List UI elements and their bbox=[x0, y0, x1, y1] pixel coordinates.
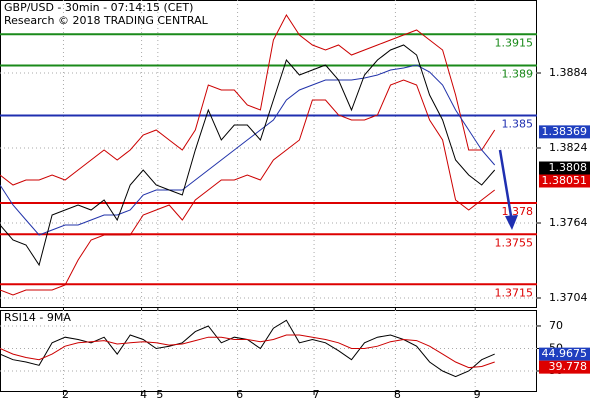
y-tick-label: 1.3704 bbox=[549, 291, 588, 304]
last-value-label: 1.38369 bbox=[542, 125, 588, 138]
series-line bbox=[0, 334, 495, 369]
price-panel bbox=[0, 0, 537, 308]
forecast-arrow-head bbox=[505, 215, 518, 230]
x-tick-label: 9 bbox=[474, 388, 481, 400]
chart-title: GBP/USD - 30min - 07:14:15 (CET) bbox=[4, 1, 193, 14]
y-tick-label: 70 bbox=[549, 319, 563, 332]
level-label: 1.385 bbox=[502, 118, 534, 131]
x-tick-label: 7 bbox=[313, 388, 320, 400]
last-value-label: 44.9675 bbox=[542, 347, 588, 360]
rsi-panel bbox=[0, 310, 537, 392]
last-value-label: 1.38051 bbox=[542, 174, 588, 187]
chart-subtitle: Research © 2018 TRADING CENTRAL bbox=[4, 14, 209, 27]
last-value-box bbox=[539, 347, 590, 361]
last-value-label: 39.778 bbox=[549, 360, 588, 373]
level-label: 1.3715 bbox=[495, 286, 534, 299]
series-line bbox=[0, 14, 496, 186]
y-tick-label: 1.3824 bbox=[549, 141, 588, 154]
y-tick-label: 1.3884 bbox=[549, 66, 588, 79]
x-tick-label: 5 bbox=[156, 388, 163, 400]
series-line bbox=[0, 44, 496, 267]
last-value-box bbox=[539, 125, 590, 139]
rsi-title: RSI14 - 9MA bbox=[4, 311, 71, 324]
x-tick-label: 2 bbox=[62, 388, 69, 400]
level-label: 1.3915 bbox=[495, 36, 534, 49]
last-value-label: 1.3808 bbox=[549, 161, 588, 174]
level-label: 1.3755 bbox=[495, 236, 534, 249]
y-tick-label: 1.3764 bbox=[549, 216, 588, 229]
x-tick-label: 8 bbox=[394, 388, 401, 400]
last-value-box bbox=[539, 161, 590, 175]
last-value-box bbox=[539, 174, 590, 188]
x-tick-label: 4 bbox=[140, 388, 147, 400]
x-tick-label: 6 bbox=[236, 388, 243, 400]
level-label: 1.389 bbox=[502, 68, 534, 81]
series-line bbox=[0, 64, 496, 236]
series-line bbox=[0, 79, 496, 296]
forecast-arrow bbox=[498, 149, 514, 223]
last-value-box bbox=[539, 360, 590, 374]
